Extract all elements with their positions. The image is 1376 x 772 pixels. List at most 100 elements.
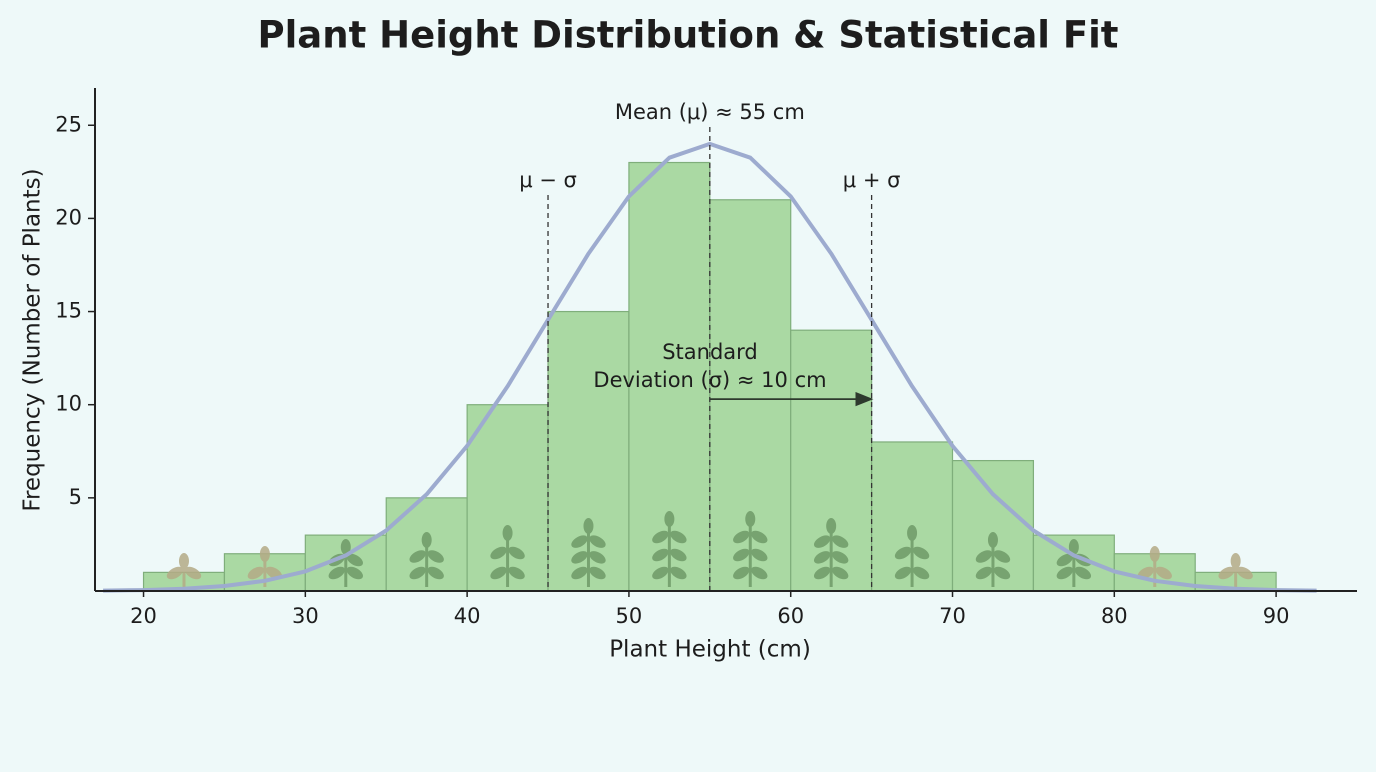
plant-leaf (975, 566, 993, 580)
plant-leaf (409, 550, 426, 563)
plant-leaf (831, 551, 849, 564)
plant-leaf (1068, 539, 1079, 555)
y-tick-label: 20 (55, 205, 82, 229)
fit-curve (103, 141, 1317, 593)
plant-leaf (993, 566, 1011, 580)
plant-leaf (670, 566, 687, 580)
plant-icon (166, 553, 202, 587)
plant-leaf (975, 550, 993, 563)
plant-leaf (813, 551, 831, 564)
plant-leaf (670, 530, 687, 544)
plant-leaf (1236, 566, 1253, 580)
plant-leaf (670, 548, 687, 562)
chart-title: Plant Height Distribution & Statistical … (257, 14, 1118, 57)
plant-leaf (589, 566, 606, 580)
plant-icon (975, 532, 1011, 587)
plant-leaf (571, 551, 588, 564)
plant-leaf (733, 548, 750, 562)
plant-leaf (813, 566, 831, 580)
plant-leaf (1056, 553, 1074, 567)
plant-leaf (1149, 546, 1160, 562)
plant-leaf (328, 566, 345, 580)
plant-leaf (664, 511, 675, 527)
plant-leaf (993, 550, 1011, 563)
plant-icon (571, 518, 606, 587)
plant-leaf (1074, 566, 1092, 580)
plant-leaf (907, 525, 918, 541)
plant-leaf (912, 566, 930, 580)
plant-leaf (583, 518, 594, 534)
plant-icon (1137, 546, 1172, 587)
plant-leaf (831, 535, 849, 548)
y-tick-label: 15 (55, 299, 82, 323)
plant-icon (733, 511, 768, 587)
plant-leaf (340, 539, 351, 555)
plant-leaf (733, 530, 750, 544)
y-tick-label: 10 (55, 392, 82, 416)
y-tick-label: 5 (69, 485, 82, 509)
plant-leaf (178, 553, 189, 569)
plant-leaf (409, 566, 426, 580)
plant-leaf (751, 530, 768, 544)
x-tick-label: 30 (292, 604, 319, 628)
x-tick-label: 40 (454, 604, 481, 628)
plant-leaf (987, 532, 998, 548)
plant-leaf (508, 546, 525, 560)
reference-label: Mean (μ) ≈ 55 cm (615, 100, 805, 124)
plant-leaf (1056, 566, 1074, 580)
plant-leaf (652, 548, 669, 562)
plant-leaf (184, 566, 202, 580)
plant-leaf (1218, 566, 1235, 580)
x-tick-label: 70 (939, 604, 966, 628)
x-tick-label: 50 (616, 604, 643, 628)
plant-leaf (421, 532, 432, 548)
plant-leaf (571, 566, 588, 580)
plant-leaf (571, 535, 588, 548)
x-tick-label: 60 (777, 604, 804, 628)
plant-leaf (733, 566, 750, 580)
x-tick-label: 80 (1101, 604, 1128, 628)
plot-area: μ − σ Mean (μ) ≈ 55 cm μ + σ Standard Deviat… (55, 88, 1357, 628)
plant-leaf (894, 546, 912, 560)
plant-leaf (490, 546, 507, 560)
plant-leaf (813, 535, 831, 548)
plant-leaf (502, 525, 513, 541)
y-axis-label: Frequency (Number of Plants) (20, 168, 46, 511)
x-axis-label: Plant Height (cm) (609, 637, 811, 663)
plant-leaf (831, 566, 849, 580)
plant-leaf (751, 566, 768, 580)
plant-leaf (826, 518, 837, 534)
plant-icon (652, 511, 687, 587)
plant-leaf (247, 566, 265, 580)
reference-label: μ + σ (843, 168, 901, 192)
sd-annotation-text: Deviation (σ) ≈ 10 cm (593, 368, 826, 392)
plant-leaf (745, 511, 756, 527)
y-tick-label: 25 (55, 112, 82, 136)
plant-leaf (912, 546, 930, 560)
plant-leaf (346, 553, 363, 567)
plant-leaf (589, 535, 606, 548)
plant-leaf (508, 566, 525, 580)
plant-leaf (652, 530, 669, 544)
plant-leaf (589, 551, 606, 564)
plant-icon (894, 525, 930, 587)
plant-icon (409, 532, 444, 587)
plant-leaf (166, 566, 184, 580)
plant-leaf (1230, 553, 1241, 569)
sd-annotation-text: Standard (662, 340, 758, 364)
plant-icon (490, 525, 525, 587)
plant-leaf (427, 550, 444, 563)
plant-leaf (894, 566, 912, 580)
plant-leaf (346, 566, 363, 580)
plant-leaf (652, 566, 669, 580)
reference-label: μ − σ (519, 168, 577, 192)
x-tick-label: 90 (1263, 604, 1290, 628)
plant-leaf (427, 566, 444, 580)
plant-leaf (490, 566, 507, 580)
plant-leaf (751, 548, 768, 562)
plant-leaf (1155, 566, 1172, 580)
x-tick-label: 20 (130, 604, 157, 628)
plant-icon (813, 518, 849, 587)
